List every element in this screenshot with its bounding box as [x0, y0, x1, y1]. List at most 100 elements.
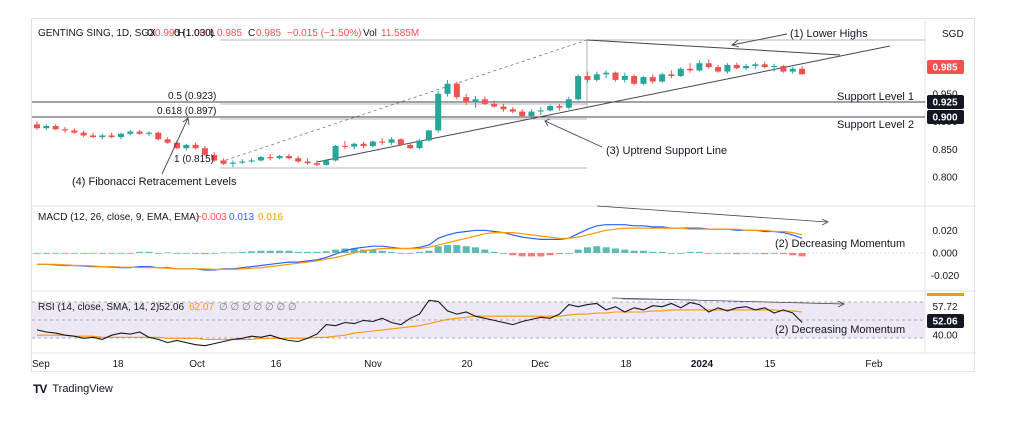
candle-body: [453, 83, 460, 98]
macd-hist-bar: [751, 253, 759, 254]
candle-body: [239, 161, 246, 163]
chart-svg: GENTING SING, 1D, SGX O 0.995 H 1.000 L …: [32, 19, 976, 370]
macd-hist-bar: [182, 253, 190, 254]
macd-hist-bar: [723, 253, 731, 254]
candle-body: [43, 126, 50, 129]
macd-hist-bar: [658, 251, 666, 253]
macd-hist-bar: [220, 252, 228, 254]
candle-body: [257, 157, 264, 161]
candle-body: [696, 63, 703, 71]
candle-body: [799, 68, 806, 75]
macd-hist-bar: [695, 251, 703, 253]
candle-body: [89, 135, 96, 138]
time-tick-label: 18: [620, 359, 632, 370]
macd-hist-bar: [294, 251, 302, 253]
candle-body: [463, 97, 470, 103]
rsi-extra-values: ∅ ∅ ∅ ∅ ∅ ∅ ∅: [219, 302, 297, 313]
macd-hist-bar: [61, 253, 69, 254]
macd-hist-bar: [444, 245, 452, 253]
candle-body: [145, 132, 152, 134]
macd-hist-bar: [434, 246, 442, 253]
macd-hist-bar: [322, 251, 330, 253]
rsi-axis: 40.00: [932, 331, 957, 342]
rsi-ma-line: [37, 309, 803, 340]
rsi-value: 52.06: [159, 302, 184, 313]
candle-body: [117, 133, 124, 138]
macd-hist-bar: [602, 247, 610, 253]
candle-body: [323, 160, 330, 165]
macd-hist-bar: [593, 246, 601, 253]
macd-hist-bar: [639, 250, 647, 253]
price-tick-label: 0.850: [932, 145, 957, 156]
lower-highs-line: [586, 39, 841, 56]
macd-hist-bar: [117, 253, 125, 254]
candle-body: [724, 64, 731, 72]
tradingview-logo[interactable]: TV TradingView: [33, 382, 113, 396]
macd-value: 0.013: [229, 212, 254, 223]
time-tick-label: Dec: [531, 359, 549, 370]
macd-hist-bar: [98, 253, 106, 254]
time-tick-label: 16: [270, 359, 282, 370]
macd-hist-bar: [537, 253, 545, 257]
candle-body: [565, 99, 572, 108]
macd-hist-bar: [397, 253, 405, 254]
ohlc-low-value: 0.985: [217, 28, 242, 39]
macd-hist-bar: [714, 253, 722, 254]
macd-hist-bar: [789, 253, 797, 256]
candle-body: [621, 76, 628, 80]
candle-body: [173, 142, 180, 149]
rsi-line: [36, 299, 803, 347]
macd-hist-bar: [453, 245, 461, 253]
candle-body: [304, 161, 311, 164]
tradingview-icon: TV: [33, 382, 47, 396]
macd-hist-bar: [630, 250, 638, 253]
macd-hist-bar: [416, 251, 424, 253]
candle-body: [780, 66, 787, 72]
macd-hist-bar: [555, 253, 563, 255]
macd-hist-bar: [500, 253, 507, 254]
last-price-badge: [927, 60, 964, 74]
macd-hist-value: −0.003: [196, 212, 227, 223]
rsi-title: RSI (14, close, SMA, 14, 2): [38, 302, 159, 313]
ohlc-low-label: L: [210, 28, 216, 39]
candle-body: [248, 160, 255, 162]
macd-hist-bar: [210, 253, 218, 254]
ohlc-open-label: O: [147, 28, 155, 39]
candle-body: [183, 144, 190, 149]
fib-level-0618: 0.618 (0.897): [157, 106, 217, 117]
candle-body: [99, 135, 106, 138]
uptrend-support-line: [316, 45, 891, 163]
rsi-current-badge: [927, 314, 964, 328]
macd-hist-bar: [248, 251, 256, 253]
macd-hist-bar: [173, 253, 181, 254]
macd-hist-bar: [611, 248, 619, 253]
macd-signal-line: [37, 227, 803, 270]
candle-body: [379, 141, 386, 143]
candle-body: [341, 146, 348, 147]
macd-hist-bar: [565, 253, 573, 254]
macd-hist-bar: [667, 253, 675, 254]
candle-body: [593, 74, 600, 80]
candle-body: [34, 124, 40, 129]
candle-body: [537, 110, 544, 112]
macd-hist-bar: [406, 253, 414, 254]
candle-body: [52, 126, 59, 130]
chart-container: GENTING SING, 1D, SGX O 0.995 H 1.000 L …: [31, 18, 976, 372]
candle-body: [388, 139, 395, 143]
candle-body: [509, 109, 516, 112]
lower-highs-label: (1) Lower Highs: [790, 28, 868, 40]
candle-body: [211, 154, 218, 161]
svg-text:52.06: 52.06: [932, 317, 957, 328]
volume-label: Vol: [363, 28, 377, 39]
macd-hist-bar: [779, 253, 787, 255]
ohlc-high-value: 1.000: [186, 28, 211, 39]
macd-hist-bar: [136, 251, 144, 253]
candle-body: [631, 76, 638, 84]
macd-hist-bar: [42, 253, 50, 254]
macd-signal-value: 0.016: [258, 212, 283, 223]
macd-hist-bar: [369, 249, 377, 253]
macd-hist-bar: [332, 249, 340, 253]
time-tick-label: Sep: [32, 359, 50, 370]
macd-hist-bar: [490, 251, 498, 253]
macd-hist-bar: [481, 249, 489, 253]
